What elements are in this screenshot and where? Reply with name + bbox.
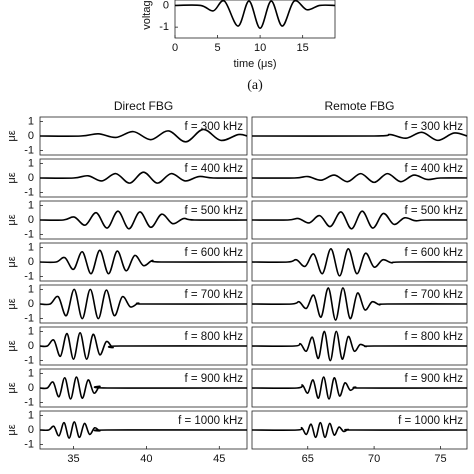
y-tick-label: -1 [159,21,169,33]
x-tick-label: 40 [140,453,152,465]
waveform [39,288,248,320]
y-tick-label: 0 [28,130,34,142]
x-tick-label: 45 [213,453,225,465]
y-tick-label: 0 [28,382,34,394]
y-tick-label: 0 [163,0,169,11]
frequency-label: f = 500 kHz [405,205,464,217]
waveform [39,210,248,230]
x-tick-label: 75 [434,453,446,465]
y-tick-label: -1 [24,397,34,409]
y-tick-label: 1 [28,241,34,253]
y-axis-label: με [6,340,18,351]
frequency-label: f = 500 kHz [185,205,244,217]
y-axis-label: voltage [141,0,153,30]
waveform [251,421,468,439]
frequency-label: f = 800 kHz [405,331,464,343]
waveform [39,171,248,184]
y-tick-label: -1 [24,271,34,283]
waveform [251,172,468,184]
y-axis-label: με [6,424,18,435]
waveform [251,210,468,230]
x-tick-label: 65 [302,453,314,465]
y-tick-label: 0 [28,256,34,268]
waveform [39,332,248,360]
y-tick-label: 0 [28,172,34,184]
x-tick-label: 10 [254,42,266,54]
frequency-label: f = 900 kHz [185,373,244,385]
y-tick-label: -1 [24,229,34,241]
frequency-label: f = 900 kHz [405,373,464,385]
y-tick-label: -1 [24,313,34,325]
waveform [251,330,468,362]
y-tick-label: 1 [28,409,34,421]
y-tick-label: -1 [24,187,34,199]
y-tick-label: -1 [24,439,34,451]
waveform [39,128,248,143]
frequency-label: f = 400 kHz [185,163,244,175]
x-tick-label: 0 [172,42,178,54]
frequency-label: f = 800 kHz [185,331,244,343]
frequency-label: f = 300 kHz [185,121,244,133]
x-axis-label: time (μs) [233,58,276,70]
y-axis-label: με [6,130,18,141]
x-tick-label: 70 [368,453,380,465]
y-axis-label: με [6,172,18,183]
waveform [251,287,468,321]
frequency-label: f = 1000 kHz [398,415,463,427]
frequency-label: f = 700 kHz [185,289,244,301]
frequency-label: f = 600 kHz [405,247,464,259]
y-tick-label: 0 [28,214,34,226]
x-tick-label: 35 [67,453,79,465]
waveform [39,249,248,275]
waveform [39,376,248,400]
waveform [251,376,468,400]
y-axis-label: με [6,298,18,309]
y-axis-label: με [6,256,18,267]
waveform [174,0,336,30]
y-tick-label: 1 [28,199,34,211]
caption: (a) [247,78,263,93]
y-tick-label: 1 [28,283,34,295]
y-tick-label: -1 [24,145,34,157]
y-tick-label: 0 [28,298,34,310]
y-tick-label: 0 [28,424,34,436]
y-tick-label: -1 [24,355,34,367]
y-tick-label: 1 [28,367,34,379]
frequency-label: f = 700 kHz [405,289,464,301]
frequency-label: f = 600 kHz [185,247,244,259]
frequency-label: f = 1000 kHz [178,415,243,427]
frequency-label: f = 300 kHz [405,121,464,133]
y-axis-label: με [6,214,18,225]
x-tick-label: 5 [214,42,220,54]
x-tick-label: 15 [297,42,309,54]
column-title: Direct FBG [114,99,173,113]
y-tick-label: 1 [28,115,34,127]
waveform [251,131,468,142]
y-tick-label: 1 [28,157,34,169]
y-tick-label: 1 [28,325,34,337]
column-title: Remote FBG [324,99,394,113]
y-axis-label: με [6,382,18,393]
axes-frame [174,0,336,39]
waveform [39,421,248,439]
y-tick-label: 0 [28,340,34,352]
frequency-label: f = 400 kHz [405,163,464,175]
waveform [251,248,468,277]
